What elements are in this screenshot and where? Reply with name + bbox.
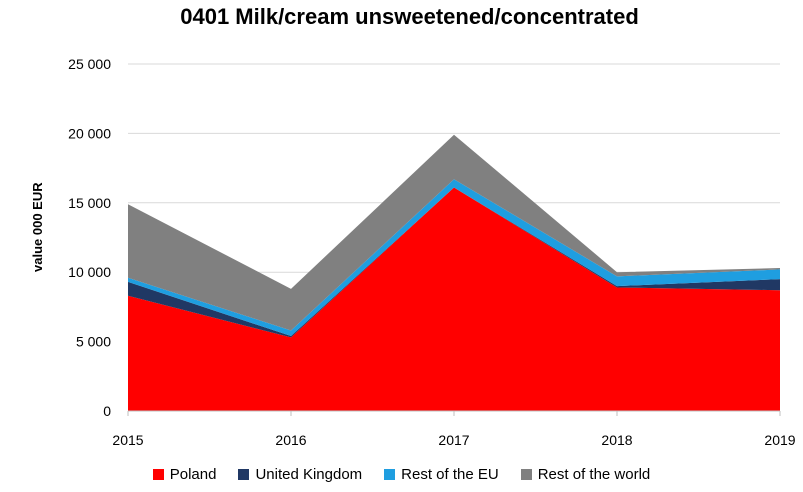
legend-label: United Kingdom	[255, 466, 363, 483]
y-tick-label: 10 000	[68, 264, 111, 280]
legend-item: United Kingdom	[238, 466, 362, 483]
y-tick-label: 15 000	[68, 195, 111, 211]
legend-item: Rest of the world	[520, 466, 651, 483]
y-axis-label: value 000 EUR	[30, 182, 45, 272]
legend-label: Poland	[169, 466, 217, 483]
legend-swatch	[384, 469, 396, 480]
y-tick-label: 20 000	[68, 125, 111, 141]
y-tick-label: 25 000	[68, 56, 111, 72]
legend-item: Rest of the EU	[384, 466, 499, 483]
area-rest-of-the-world	[128, 134, 780, 331]
area-series	[128, 134, 780, 411]
legend-swatch	[238, 469, 250, 480]
legend-label: Rest of the EU	[401, 466, 499, 483]
area-poland	[128, 187, 780, 411]
x-tick-label: 2017	[438, 432, 469, 448]
legend-swatch	[520, 469, 532, 480]
y-tick-label: 5 000	[76, 334, 111, 350]
legend-label: Rest of the world	[537, 466, 651, 483]
y-tick-label: 0	[103, 403, 111, 419]
legend-swatch	[152, 469, 164, 480]
axes	[127, 410, 781, 416]
x-tick-label: 2015	[112, 432, 143, 448]
legend-item: Poland	[152, 466, 217, 483]
legend: Poland United Kingdom Rest of the EU Rest o…	[0, 466, 803, 483]
y-tick-labels: 0 5 000 10 000 15 000 20 000 25 000	[68, 56, 111, 419]
x-tick-labels: 2015 2016 2017 2018 2019	[112, 432, 795, 448]
x-tick-label: 2016	[275, 432, 306, 448]
x-tick-label: 2019	[764, 432, 795, 448]
x-tick-label: 2018	[601, 432, 632, 448]
chart-title: 0401 Milk/cream unsweetened/concentrated	[180, 4, 639, 29]
